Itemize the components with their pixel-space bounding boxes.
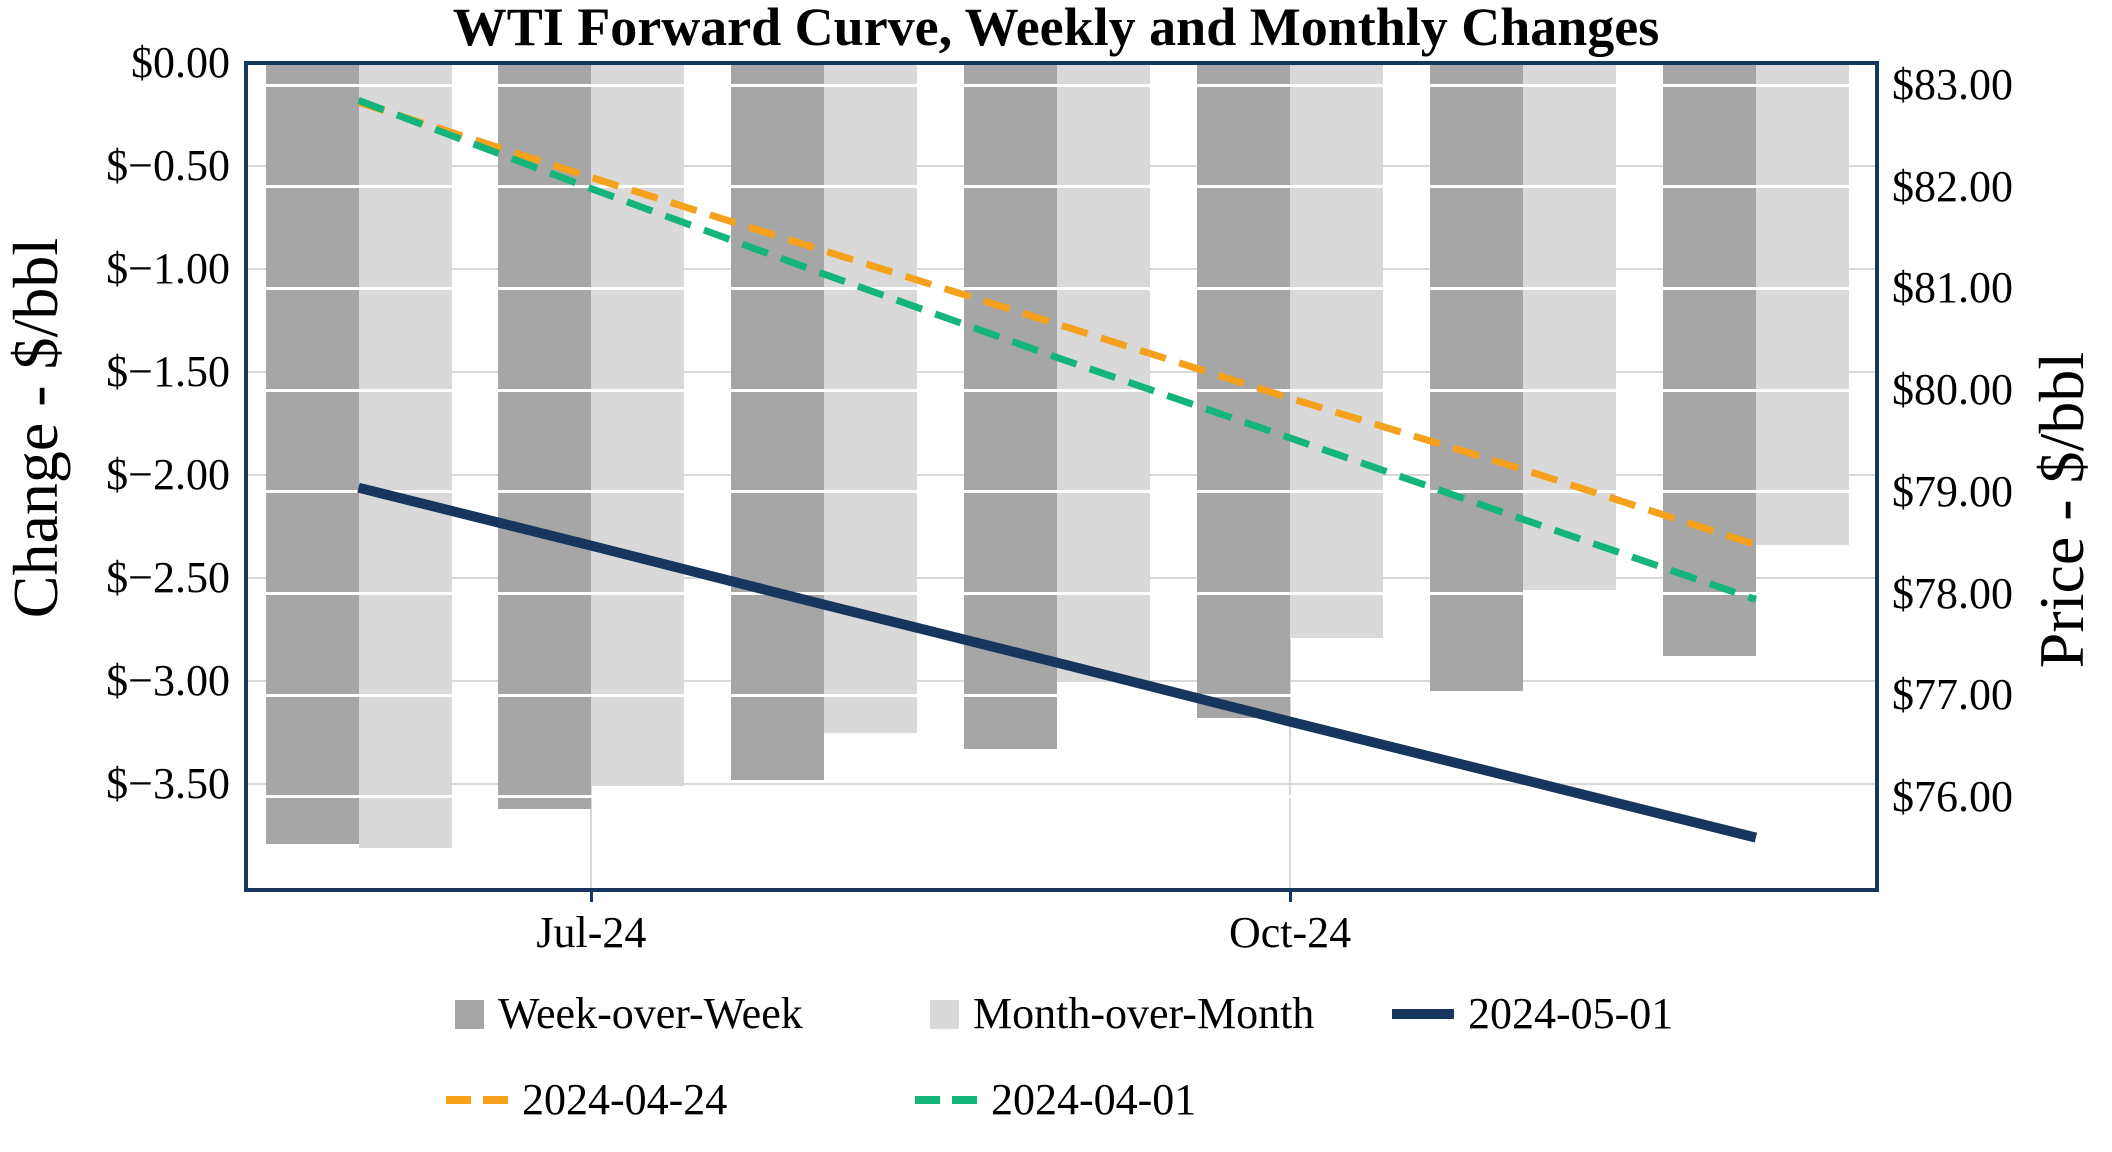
- plot-area: [244, 61, 1879, 892]
- bar-week-over-week-jul-24: [498, 65, 592, 809]
- legend-item-2024-05-01: 2024-05-01: [1392, 986, 1673, 1042]
- bar-month-over-month-jun-24: [358, 65, 452, 848]
- gridline-right-81: [248, 286, 1875, 290]
- right-axis-tick-label: $82.00: [1892, 161, 2013, 211]
- left-axis-tick-label: $−0.50: [106, 141, 230, 190]
- left-axis-tick-label: $−1.50: [106, 347, 230, 396]
- legend-swatch-line: [446, 1096, 508, 1104]
- gridline-left--3.5: [248, 783, 1875, 785]
- x-axis-tick-mark: [589, 891, 593, 902]
- legend-label: 2024-05-01: [1468, 989, 1674, 1038]
- legend-label: 2024-04-01: [991, 1075, 1197, 1124]
- line-2024-04-24: [357, 98, 1757, 549]
- right-axis-tick-label: $78.00: [1892, 568, 2013, 618]
- line-2024-04-01: [357, 97, 1758, 603]
- legend-item-2024-04-24: 2024-04-24: [446, 1072, 727, 1128]
- left-axis-tick-label: $0.00: [131, 38, 230, 87]
- bar-week-over-week-jun-24: [265, 65, 359, 844]
- x-axis-tick-mark: [1288, 891, 1292, 902]
- line-series-layer: [357, 97, 1758, 843]
- right-axis-tick-label: $81.00: [1892, 263, 2013, 313]
- legend-item-2024-04-01: 2024-04-01: [915, 1072, 1196, 1128]
- legend-label: Week-over-Week: [498, 989, 803, 1038]
- legend-item-month-over-month: Month-over-Month: [930, 986, 1314, 1042]
- legend-label: Month-over-Month: [973, 989, 1315, 1038]
- gridline-right-77: [248, 693, 1875, 697]
- bar-week-over-week-aug-24: [731, 65, 825, 780]
- gridline-right-82: [248, 185, 1875, 189]
- line-2024-05-01: [357, 482, 1758, 843]
- bar-month-over-month-oct-24: [1290, 65, 1384, 638]
- legend-item-week-over-week: Week-over-Week: [455, 986, 803, 1042]
- gridline-right-79: [248, 490, 1875, 494]
- bar-week-over-week-nov-24: [1430, 65, 1523, 692]
- x-axis-tick-label: Jul-24: [536, 908, 647, 957]
- bar-week-over-week-sep-24: [964, 65, 1058, 749]
- gridline-right-76: [248, 795, 1875, 799]
- left-axis-tick-label: $−2.50: [106, 553, 230, 602]
- right-axis-tick-label: $77.00: [1892, 670, 2013, 720]
- bar-month-over-month-dec-24: [1755, 65, 1849, 546]
- gridline-right-83: [248, 83, 1875, 87]
- gridline-right-80: [248, 388, 1875, 392]
- left-axis-tick-label: $−3.00: [106, 656, 230, 705]
- x-axis-tick-label: Oct-24: [1229, 908, 1352, 957]
- left-axis-tick-label: $−2.00: [106, 450, 230, 499]
- legend-swatch-square: [455, 999, 484, 1029]
- right-axis-title: Price - $/bbl: [2026, 351, 2097, 669]
- left-axis-tick-label: $−1.00: [106, 244, 230, 293]
- gridline-left--3: [248, 680, 1875, 682]
- right-axis-tick-label: $76.00: [1892, 771, 2013, 821]
- legend-swatch-line: [1392, 1009, 1454, 1019]
- legend-swatch-square: [930, 999, 959, 1029]
- legend-label: 2024-04-24: [522, 1075, 728, 1124]
- right-axis-tick-label: $83.00: [1892, 60, 2013, 109]
- legend-swatch-line: [915, 1096, 977, 1104]
- bar-month-over-month-nov-24: [1523, 65, 1616, 591]
- right-axis-tick-label: $80.00: [1892, 365, 2013, 415]
- right-axis-tick-label: $79.00: [1892, 466, 2013, 516]
- chart-title: WTI Forward Curve, Weekly and Monthly Ch…: [452, 0, 1660, 57]
- gridline-right-78: [248, 592, 1875, 595]
- left-axis-tick-label: $−3.50: [106, 759, 230, 808]
- bar-week-over-week-dec-24: [1662, 65, 1756, 657]
